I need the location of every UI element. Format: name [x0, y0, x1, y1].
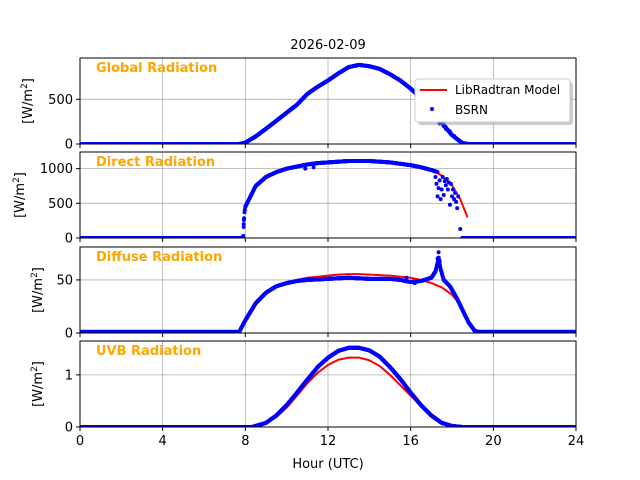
axes-frame: [79, 340, 577, 428]
y-axis-label-bracket: ]: [13, 172, 28, 177]
bsrn-point: [443, 183, 448, 188]
bsrn-point: [447, 202, 452, 207]
y-axis-label-text: [W/m: [21, 89, 36, 124]
bsrn-point: [412, 281, 417, 286]
bsrn-point: [439, 187, 444, 192]
bsrn-point: [445, 187, 450, 192]
bsrn-point: [435, 170, 440, 175]
bsrn-point: [458, 226, 463, 231]
bsrn-point: [455, 206, 460, 211]
x-axis-label: Hour (UTC): [292, 457, 363, 472]
y-tick-label: 500: [48, 93, 73, 108]
y-tick-label: 0: [65, 138, 73, 153]
bsrn-point: [438, 197, 443, 202]
y-axis-label-bracket: ]: [31, 361, 46, 366]
bsrn-point: [436, 250, 441, 255]
x-tick-label: 20: [485, 434, 502, 449]
bsrn-point: [241, 217, 246, 222]
bsrn-point: [311, 165, 316, 170]
bsrn-point: [454, 199, 459, 204]
y-axis-label: [W/m2]: [30, 361, 46, 407]
model-line: [238, 273, 478, 333]
x-tick-label: 4: [159, 434, 167, 449]
legend-bsrn-label: BSRN: [455, 103, 488, 117]
bsrn-point: [433, 174, 438, 179]
y-axis-label-bracket: ]: [31, 267, 46, 272]
bsrn-point: [448, 181, 453, 186]
y-axis-label-text: [W/m: [13, 183, 28, 218]
panel-diffuse-radiation: 0 50 Diffuse Radiation [W/m2]: [30, 246, 577, 342]
legend: LibRadtran Model BSRN: [414, 78, 573, 125]
bsrn-point: [450, 194, 454, 199]
axes-frame: [79, 151, 577, 239]
bsrn-point: [453, 190, 458, 195]
plot-area: [80, 250, 576, 333]
x-tick-label: 16: [402, 434, 419, 449]
bsrn-point: [303, 166, 308, 171]
panel-title: Diffuse Radiation: [96, 250, 222, 265]
y-axis-label-text: [W/m: [31, 372, 46, 407]
bsrn-point: [241, 222, 246, 227]
chart-title: 2026-02-09: [290, 38, 366, 53]
y-axis-label: [W/m2]: [20, 78, 36, 124]
panel-direct-radiation: 0 500 1000 Direct Radiation [W/m2]: [12, 151, 577, 247]
panel-title: UVB Radiation: [96, 344, 201, 359]
y-axis-label: [W/m2]: [30, 267, 46, 313]
y-tick-label: 0: [65, 421, 73, 436]
y-tick-label: 1: [65, 368, 73, 383]
y-axis-label-exponent: 2: [30, 366, 40, 372]
y-tick-label: 50: [56, 273, 73, 288]
y-tick-label: 1000: [40, 162, 73, 177]
bsrn-point: [435, 194, 440, 199]
bsrn-point: [452, 133, 457, 138]
y-axis-label-exponent: 2: [20, 83, 30, 89]
bsrn-point: [241, 233, 246, 238]
bsrn-point: [437, 178, 442, 183]
bsrn-point: [436, 186, 441, 191]
y-axis-label-text: [W/m: [31, 278, 46, 313]
bsrn-point: [443, 126, 448, 131]
y-axis-label-exponent: 2: [30, 272, 40, 278]
bsrn-point: [447, 129, 452, 134]
panel-title: Direct Radiation: [96, 155, 215, 170]
y-tick-label: 0: [65, 327, 73, 342]
axes-frame: [79, 246, 577, 334]
panel-title: Global Radiation: [96, 61, 217, 76]
bsrn-point: [440, 174, 445, 179]
bsrn-point: [437, 258, 442, 263]
bsrn-point: [241, 225, 246, 229]
legend-bsrn-swatch: [430, 107, 434, 111]
x-tick-label: 12: [320, 434, 337, 449]
legend-model-label: LibRadtran Model: [455, 83, 560, 97]
y-axis-label: [W/m2]: [12, 172, 28, 218]
y-axis-label-exponent: 2: [12, 177, 22, 183]
bsrn-series: [80, 250, 576, 333]
bsrn-point: [441, 193, 446, 197]
bsrn-point: [451, 187, 456, 192]
bsrn-series: [80, 159, 576, 238]
y-axis-label-bracket: ]: [21, 78, 36, 83]
panel-uvb-radiation: 0 1 UVB Radiation [W/m2]: [30, 340, 577, 436]
x-tick-label: 8: [241, 434, 249, 449]
legend-box: [414, 78, 571, 123]
y-tick-label: 500: [48, 197, 73, 212]
bsrn-point: [452, 197, 457, 202]
y-tick-label: 0: [65, 232, 73, 247]
x-tick-label: 0: [76, 434, 84, 449]
bsrn-point: [456, 194, 461, 199]
bsrn-point: [434, 181, 439, 186]
x-tick-label: 24: [568, 434, 585, 449]
axes-frame: [79, 57, 577, 145]
bsrn-point: [442, 179, 447, 184]
bsrn-point: [404, 275, 409, 280]
plot-area: [80, 159, 576, 238]
